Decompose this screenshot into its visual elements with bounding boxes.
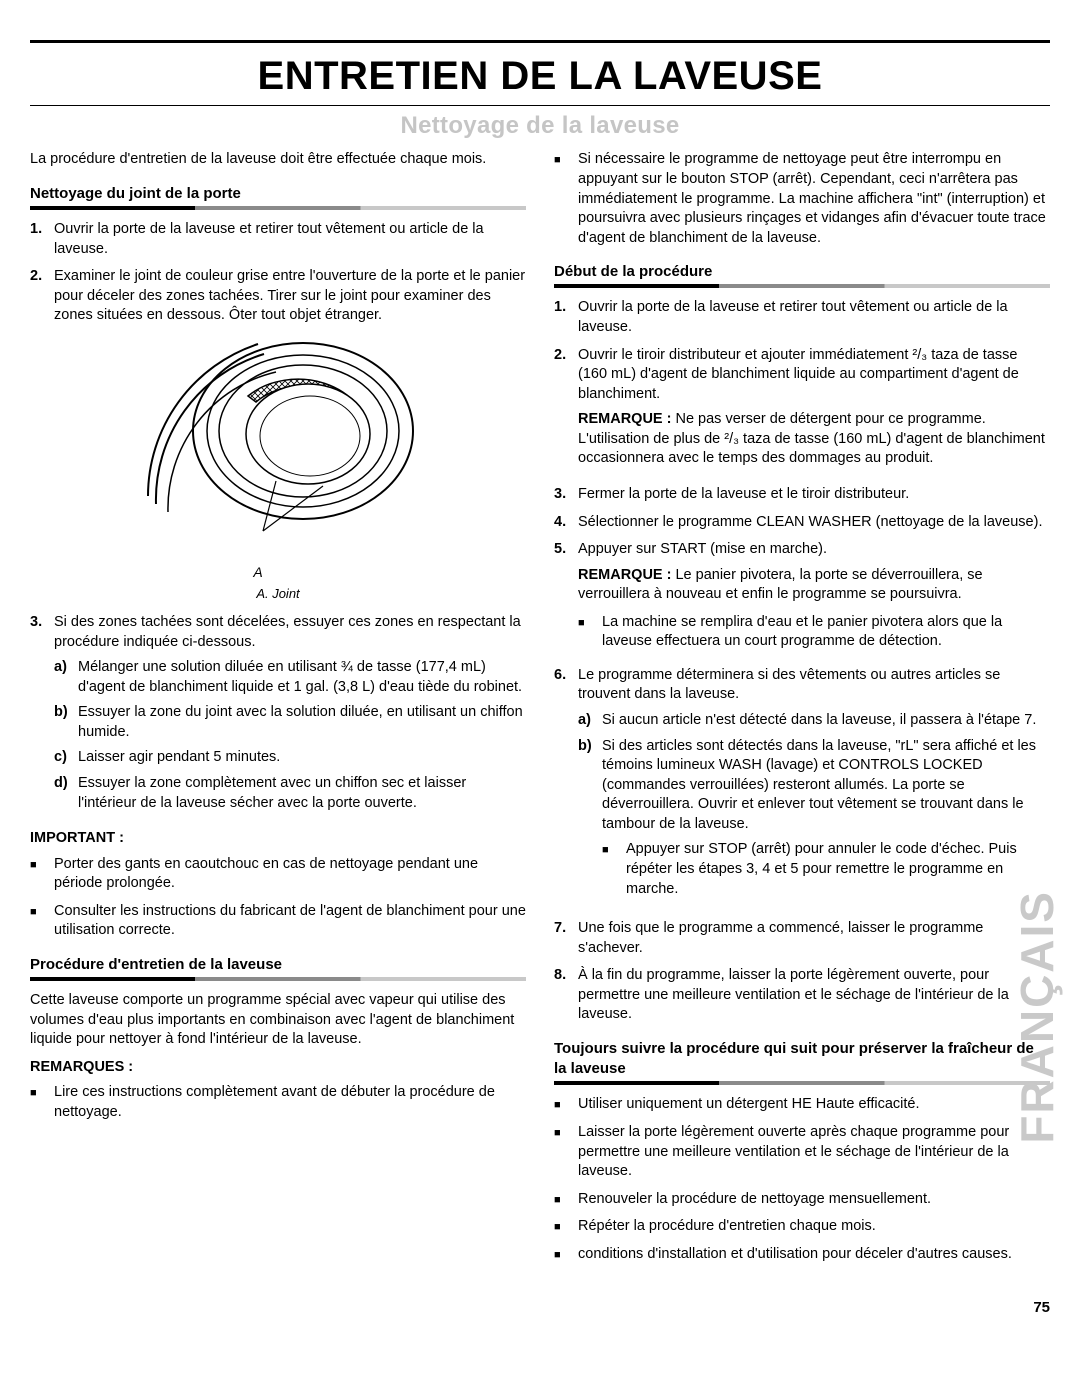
page-title: ENTRETIEN DE LA LAVEUSE (30, 49, 1050, 103)
important-label: IMPORTANT : (30, 829, 526, 849)
debut-6b-bullet: Appuyer sur STOP (arrêt) pour annuler le… (626, 840, 1050, 899)
joint-3c: Laisser agir pendant 5 minutes. (78, 748, 526, 768)
left-column: La procédure d'entretien de la laveuse d… (30, 150, 526, 1274)
debut-6: Le programme déterminera si des vêtement… (578, 667, 1000, 703)
joint-steps: 1.Ouvrir la porte de la laveuse et retir… (30, 220, 526, 326)
sect-debut-underline (554, 284, 1050, 288)
intro-para: La procédure d'entretien de la laveuse d… (30, 150, 526, 170)
debut-3: Fermer la porte de la laveuse et le tiro… (578, 485, 1050, 505)
remarques-bullets: Lire ces instructions complètement avant… (30, 1083, 526, 1122)
sect-proc-title: Procédure d'entretien de la laveuse (30, 955, 526, 975)
content-columns: La procédure d'entretien de la laveuse d… (30, 150, 1050, 1274)
important-1: Porter des gants en caoutchouc en cas de… (54, 855, 526, 894)
debut-6a: Si aucun article n'est détecté dans la l… (602, 711, 1050, 731)
debut-2-rem-label: REMARQUE : (578, 411, 671, 427)
sect-fraicheur-title: Toujours suivre la procédure qui suit po… (554, 1039, 1050, 1080)
debut-5-bullets: La machine se remplira d'eau et le panie… (578, 613, 1050, 652)
sect-debut-title: Début de la procédure (554, 262, 1050, 282)
joint-substeps: a)Mélanger une solution diluée en utilis… (54, 658, 526, 813)
debut-1: Ouvrir la porte de la laveuse et retirer… (578, 298, 1050, 337)
joint-step-1: Ouvrir la porte de la laveuse et retirer… (54, 220, 526, 259)
joint-3d: Essuyer la zone complètement avec un chi… (78, 774, 526, 813)
page-subtitle: Nettoyage de la laveuse (30, 110, 1050, 142)
important-bullets: Porter des gants en caoutchouc en cas de… (30, 855, 526, 941)
fraicheur-3: Renouveler la procédure de nettoyage men… (578, 1190, 931, 1210)
debut-2: Ouvrir le tiroir distributeur et ajouter… (578, 347, 1019, 402)
sect-proc-underline (30, 977, 526, 981)
rule-under-title (30, 105, 1050, 106)
debut-6-sub: a)Si aucun article n'est détecté dans la… (578, 711, 1050, 905)
figure-joint: A (30, 336, 526, 581)
joint-steps-cont: 3. Si des zones tachées sont décelées, e… (30, 613, 526, 819)
sect-joint-title: Nettoyage du joint de la porte (30, 184, 526, 204)
joint-step-2: Examiner le joint de couleur grise entre… (54, 267, 526, 326)
debut-5: Appuyer sur START (mise en marche). (578, 541, 827, 557)
debut-7: Une fois que le programme a commencé, la… (578, 919, 1050, 958)
sect-fraicheur-underline (554, 1081, 1050, 1085)
sect-joint-underline (30, 206, 526, 210)
fraicheur-2: Laisser la porte légèrement ouverte aprè… (578, 1123, 1050, 1182)
page-number: 75 (30, 1298, 1050, 1318)
debut-6b-bullets: Appuyer sur STOP (arrêt) pour annuler le… (602, 840, 1050, 899)
rule-top (30, 40, 1050, 43)
joint-3b: Essuyer la zone du joint avec la solutio… (78, 703, 526, 742)
figure-caption: A. Joint (30, 585, 526, 603)
debut-4: Sélectionner le programme CLEAN WASHER (… (578, 513, 1050, 533)
figure-letter: A (0, 563, 526, 582)
fraicheur-5: conditions d'installation et d'utilisati… (578, 1245, 1012, 1265)
fraicheur-4: Répéter la procédure d'entretien chaque … (578, 1217, 876, 1237)
important-2: Consulter les instructions du fabricant … (54, 902, 526, 941)
remarques-label: REMARQUES : (30, 1058, 526, 1078)
debut-8: À la fin du programme, laisser la porte … (578, 966, 1050, 1025)
joint-step-3: Si des zones tachées sont décelées, essu… (54, 614, 521, 650)
debut-6b: Si des articles sont détectés dans la la… (602, 738, 1036, 832)
language-tab: FRANÇAIS (1006, 890, 1068, 1144)
joint-illustration (138, 336, 418, 556)
right-top-bullet: Si nécessaire le programme de nettoyage … (578, 150, 1050, 248)
fraicheur-1: Utiliser uniquement un détergent HE Haut… (578, 1095, 919, 1115)
remarques-1: Lire ces instructions complètement avant… (54, 1083, 526, 1122)
debut-steps: 1.Ouvrir la porte de la laveuse et retir… (554, 298, 1050, 1024)
proc-para: Cette laveuse comporte un programme spéc… (30, 991, 526, 1050)
fraicheur-bullets: Utiliser uniquement un détergent HE Haut… (554, 1095, 1050, 1264)
right-column: Si nécessaire le programme de nettoyage … (554, 150, 1050, 1274)
right-top-bullets: Si nécessaire le programme de nettoyage … (554, 150, 1050, 248)
debut-5-bullet: La machine se remplira d'eau et le panie… (602, 613, 1050, 652)
debut-5-rem-label: REMARQUE : (578, 567, 671, 583)
joint-3a: Mélanger une solution diluée en utilisan… (78, 658, 526, 697)
